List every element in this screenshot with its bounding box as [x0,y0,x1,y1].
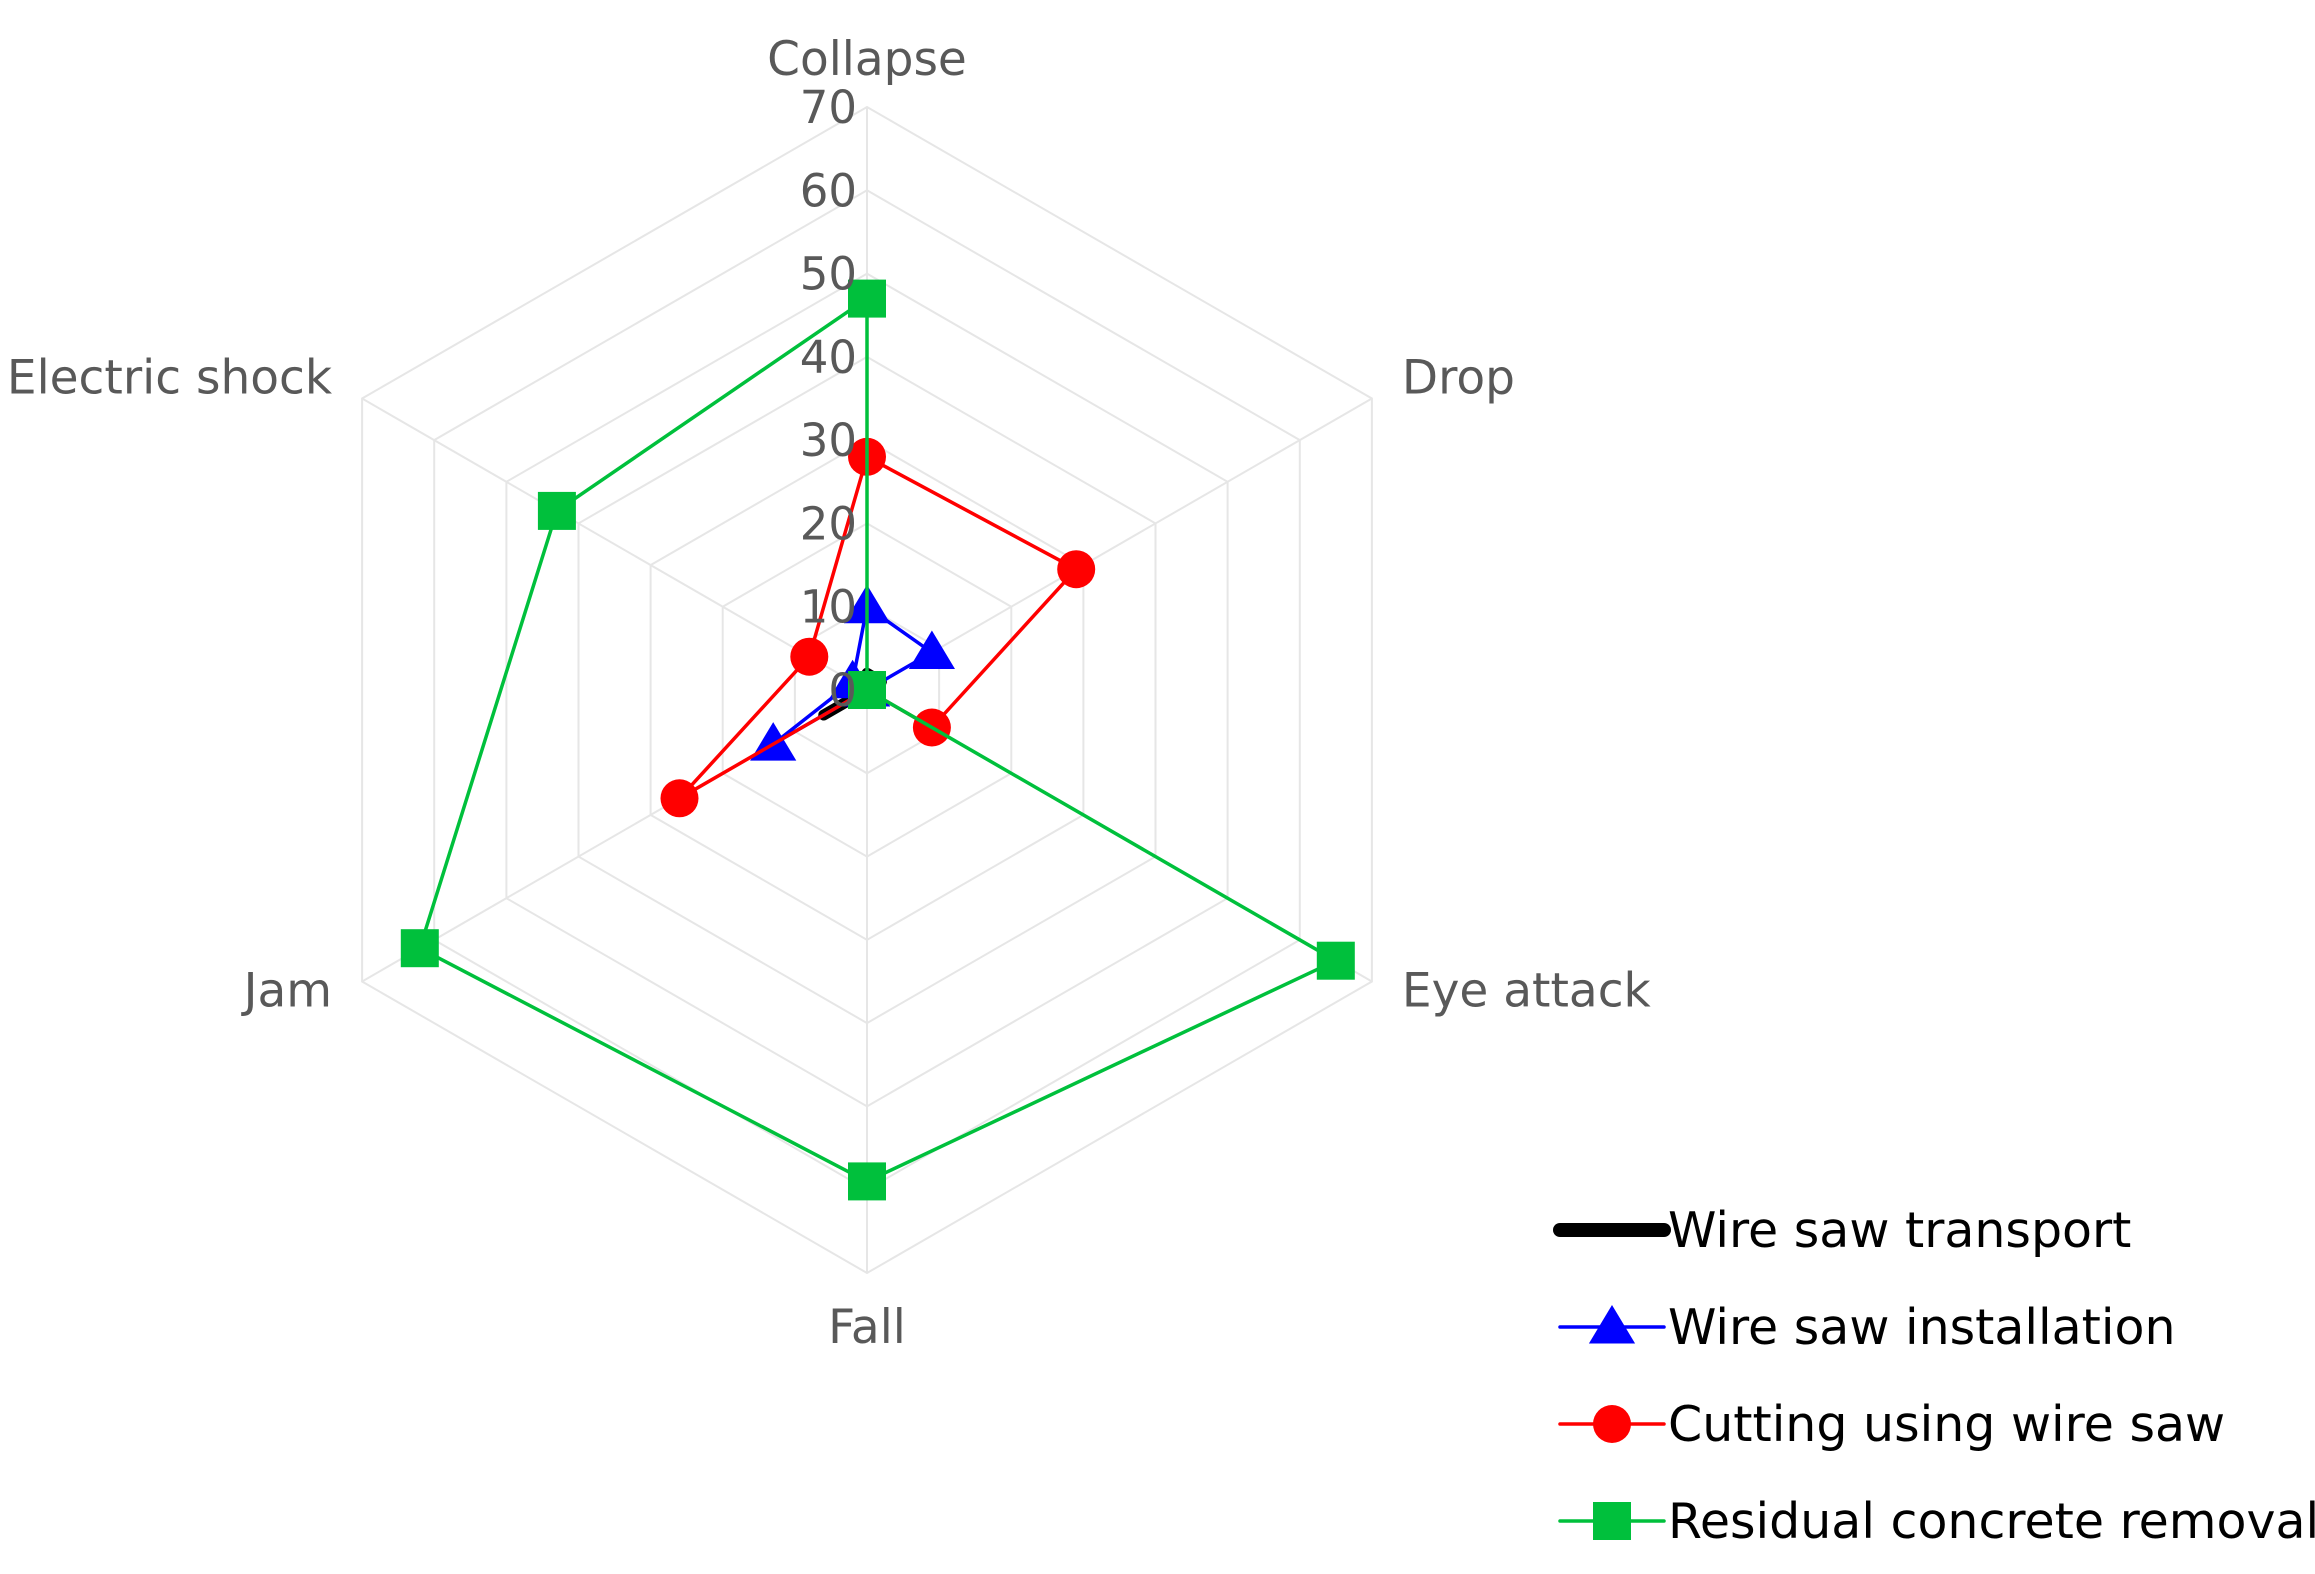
square-marker [848,671,886,709]
triangle-marker [1588,1305,1636,1344]
tick-label: 10 [800,581,857,634]
legend-label: Residual concrete removal [1668,1493,2315,1550]
series-2 [660,437,1096,818]
square-marker [537,491,576,530]
tick-label: 30 [800,414,857,467]
legend-label: Cutting using wire saw [1668,1396,2225,1453]
square-marker [848,1162,886,1201]
square-marker [400,929,439,968]
series-line [677,455,1078,801]
tick-label: 0 [828,664,857,717]
legend-item: Wire saw transport [1553,1202,2131,1259]
grid-spoke [361,397,868,691]
data-series [400,279,1355,1201]
tick-label: 50 [800,248,857,301]
series-line [418,296,1338,1184]
square-marker [1316,941,1355,980]
square-marker [1593,1502,1631,1540]
axis-label: Jam [241,964,332,1019]
axis-label: Eye attack [1402,964,1652,1019]
tick-label: 20 [800,497,857,550]
tick-label: 70 [800,81,857,134]
circle-marker [1593,1405,1631,1443]
axis-label: Fall [828,1300,906,1355]
legend: Wire saw transport Wire saw installation C… [1553,1202,2315,1550]
legend-item: Residual concrete removal [1558,1493,2315,1550]
legend-label: Wire saw transport [1668,1202,2131,1259]
tick-label: 60 [800,164,857,217]
circle-marker [790,637,829,676]
series-3 [400,279,1355,1201]
circle-marker [1057,550,1096,589]
tick-labels: 0 10 20 30 40 50 60 70 [800,81,857,717]
legend-item: Wire saw installation [1558,1299,2176,1356]
axis-label: Electric shock [7,351,333,406]
circle-marker [660,779,699,818]
triangle-marker [908,630,955,669]
grid-spoke [866,397,1373,691]
legend-item: Cutting using wire saw [1558,1396,2225,1453]
axis-label: Drop [1402,351,1515,406]
legend-label: Wire saw installation [1668,1299,2176,1356]
axis-labels: Collapse Drop Eye attack Fall Jam Electric sh… [7,32,1652,1355]
square-marker [848,279,886,318]
axis-label: Collapse [767,32,967,87]
tick-label: 40 [800,331,857,384]
